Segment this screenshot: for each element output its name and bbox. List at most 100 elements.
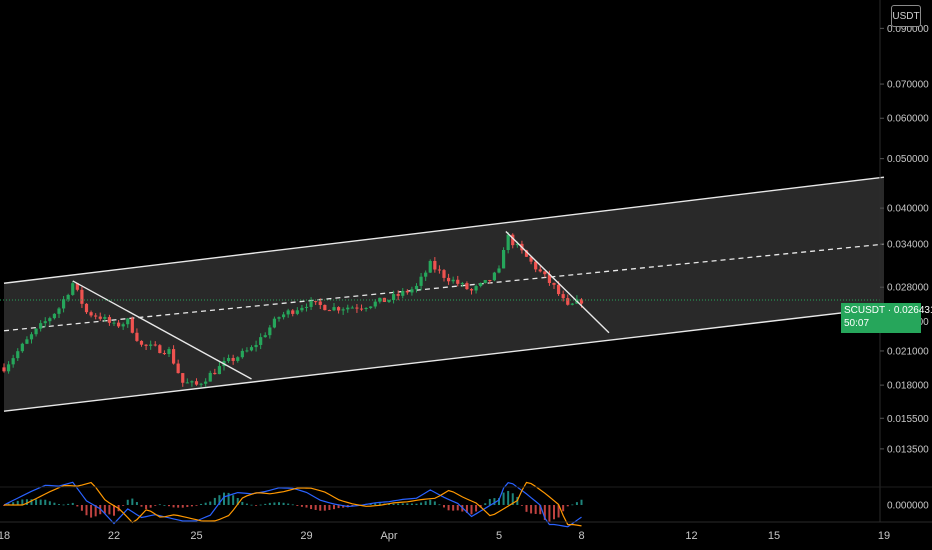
- candle: [364, 307, 368, 312]
- macd-histogram-bar: [94, 505, 97, 517]
- macd-histogram-bar: [259, 504, 262, 506]
- candle: [492, 271, 497, 282]
- price-tick-label: 0.028000: [887, 283, 929, 294]
- candle: [291, 309, 295, 317]
- trendlines[interactable]: [72, 230, 610, 380]
- price-tag-separator: ·: [887, 305, 892, 316]
- macd-histogram-bar: [190, 505, 193, 507]
- candle: [483, 280, 487, 284]
- macd-histogram-bar: [557, 505, 560, 518]
- candle: [396, 290, 400, 301]
- channel-upper-line[interactable]: [3, 176, 885, 284]
- candle: [25, 336, 29, 345]
- candle: [410, 286, 414, 296]
- trendline-1[interactable]: [72, 280, 252, 380]
- channel-lower-line[interactable]: [3, 307, 885, 412]
- macd-histogram-bar: [90, 505, 93, 518]
- macd-histogram-bar: [264, 503, 267, 505]
- candle: [236, 356, 240, 363]
- macd-histogram-bar: [401, 503, 404, 505]
- macd-indicator: [3, 481, 583, 528]
- macd-histogram-bar: [140, 505, 143, 507]
- candle: [437, 265, 442, 274]
- macd-histogram-bar: [310, 505, 313, 510]
- macd-histogram-bar: [465, 505, 468, 513]
- macd-histogram-bar: [158, 504, 161, 506]
- macd-histogram-bar: [232, 495, 235, 505]
- macd-histogram-bar: [511, 493, 514, 505]
- macd-histogram-bar: [575, 502, 578, 505]
- candle: [300, 304, 304, 313]
- currency-unit-button[interactable]: USDT: [891, 5, 921, 27]
- macd-histogram-bar: [177, 505, 180, 508]
- time-axis[interactable]: 18 22 25 29 Apr 5 8 12 15 19: [0, 530, 890, 542]
- macd-histogram-bar: [122, 505, 125, 506]
- macd-histogram-bar: [250, 504, 253, 506]
- candle: [245, 347, 249, 353]
- candle: [543, 271, 547, 278]
- candle: [336, 306, 341, 314]
- trendline-2[interactable]: [505, 230, 610, 334]
- candle: [43, 317, 47, 328]
- price-tick-label: 0.015500: [887, 414, 929, 425]
- macd-histogram-bar: [415, 503, 418, 505]
- macd-histogram-bar: [323, 505, 326, 511]
- macd-histogram-bar: [39, 499, 42, 505]
- candle: [167, 346, 171, 358]
- candle: [11, 354, 15, 368]
- macd-histogram-bar: [154, 505, 157, 506]
- macd-histogram-bar: [337, 505, 340, 509]
- macd-histogram-bar: [76, 505, 79, 507]
- macd-histogram-bar: [163, 504, 166, 506]
- candle: [355, 304, 359, 313]
- candle: [474, 284, 478, 294]
- candle: [497, 265, 501, 274]
- macd-histogram-bar: [333, 505, 335, 510]
- macd-histogram-bar: [108, 505, 111, 515]
- macd-histogram-bar: [447, 505, 450, 511]
- parallel-channel[interactable]: [3, 176, 885, 412]
- candle: [304, 303, 309, 312]
- candle: [103, 314, 107, 322]
- candle: [98, 312, 102, 321]
- macd-histogram-bar: [562, 505, 565, 512]
- macd-histogram-bar: [291, 504, 294, 506]
- macd-histogram-bar: [300, 505, 303, 507]
- candle: [16, 348, 20, 361]
- candle: [387, 299, 391, 304]
- candle: [295, 307, 299, 316]
- macd-histogram-bar: [374, 503, 377, 505]
- macd-histogram-bar: [406, 503, 409, 505]
- candle: [460, 281, 464, 287]
- candle: [529, 255, 533, 265]
- macd-histogram-bar: [314, 505, 317, 510]
- candle: [171, 345, 176, 365]
- date-tick-label: 8: [578, 530, 584, 542]
- price-tick-label: 0.050000: [887, 154, 929, 165]
- channel-middle-line[interactable]: [3, 243, 885, 332]
- candle: [405, 289, 409, 295]
- candle: [350, 305, 354, 309]
- macd-histogram-bar: [236, 498, 239, 505]
- macd-histogram-bar: [67, 503, 70, 505]
- candle: [511, 233, 515, 249]
- candle: [249, 345, 254, 352]
- macd-histogram-bar: [268, 502, 271, 505]
- price-tag-value: 0.026431: [893, 305, 932, 316]
- date-tick-label: 22: [108, 530, 120, 542]
- candle: [52, 313, 57, 320]
- candle: [190, 380, 194, 387]
- price-tick-label: 0.090000: [887, 24, 929, 35]
- macd-histogram-bar: [227, 492, 230, 505]
- macd-histogram-bar: [204, 502, 207, 505]
- date-tick-label: 12: [685, 530, 697, 542]
- macd-histogram-bar: [484, 503, 487, 505]
- macd-histogram-bar: [135, 502, 138, 505]
- candle: [213, 368, 217, 375]
- candle: [552, 282, 556, 289]
- date-tick-label: Apr: [380, 530, 397, 542]
- macd-histogram-bar: [71, 502, 74, 505]
- candle: [570, 302, 574, 306]
- candle: [107, 314, 112, 326]
